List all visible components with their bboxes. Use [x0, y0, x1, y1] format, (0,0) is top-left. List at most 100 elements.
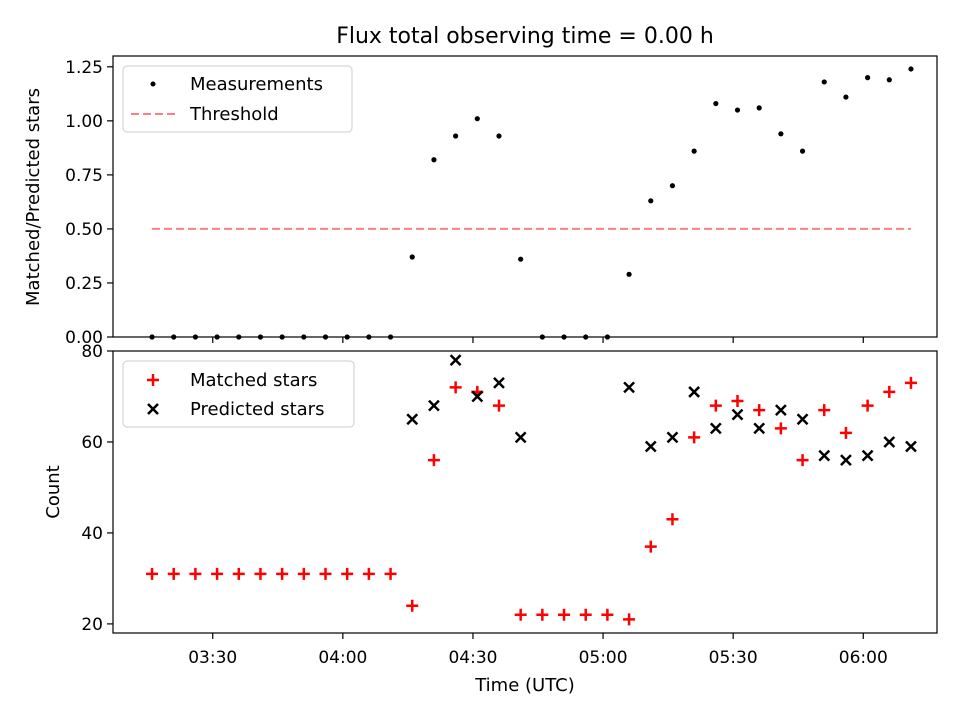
- legend-predicted-label: Predicted stars: [190, 399, 324, 420]
- x-tick-label: 04:30: [448, 648, 497, 668]
- matched-star-point: [167, 567, 180, 580]
- matched-star-point: [406, 599, 419, 612]
- predicted-star-point: [883, 436, 896, 448]
- measurement-point: [713, 100, 719, 107]
- matched-star-point: [297, 567, 310, 580]
- y-tick-label: 20: [81, 615, 103, 635]
- matched-star-point: [319, 567, 332, 580]
- measurement-point: [821, 79, 827, 85]
- ratio-plot-axes: 0.00 0.25 0.50 0.75 1.00 1.25: [65, 58, 864, 348]
- matched-star-point: [514, 608, 527, 621]
- measurement-point: [843, 94, 849, 100]
- measurement-point: [474, 116, 480, 122]
- measurement-point: [886, 77, 892, 83]
- matched-star-point: [753, 404, 766, 417]
- y-tick-label: 0.75: [65, 166, 103, 186]
- predicted-star-point: [493, 376, 505, 389]
- measurement-point: [626, 271, 632, 277]
- count-plot-frame: [112, 350, 938, 634]
- matched-star-point: [883, 385, 896, 398]
- matched-star-point: [644, 540, 657, 553]
- legend-matched-marker: [147, 374, 159, 386]
- matched-star-point: [492, 399, 505, 412]
- predicted-star-point: [731, 408, 744, 421]
- matched-star-point: [839, 426, 852, 439]
- predicted-star-point: [796, 413, 809, 426]
- predicted-star-point: [688, 386, 701, 398]
- count-plot-marks: [146, 354, 917, 626]
- matched-star-point: [254, 567, 267, 580]
- x-tick-label: 03:30: [188, 648, 237, 668]
- predicted-star-point: [644, 440, 657, 453]
- x-tick-label: 06:00: [839, 648, 888, 668]
- measurement-point: [518, 256, 524, 262]
- predicted-star-point: [666, 431, 679, 444]
- legend-matched-label: Matched stars: [190, 370, 317, 391]
- matched-star-point: [861, 399, 874, 412]
- matched-star-point: [232, 567, 245, 580]
- count-plot-xlabel: Time (UTC): [474, 675, 575, 696]
- matched-star-point: [384, 567, 397, 580]
- matched-star-point: [774, 422, 787, 435]
- matched-star-point: [818, 404, 831, 417]
- matched-star-point: [688, 431, 701, 444]
- predicted-star-point: [709, 422, 722, 435]
- x-tick-label: 05:30: [709, 648, 758, 668]
- count-plot-legend: Matched stars Predicted stars: [122, 360, 355, 428]
- legend-measurements-marker: [150, 81, 156, 87]
- predicted-star-point: [449, 354, 462, 366]
- count-plot-ylabel: Count: [43, 465, 64, 518]
- count-plot-axes: 20 40 60 80 03:30 04:00 04:30 05:00 05:30 06:00: [81, 342, 887, 668]
- measurement-point: [453, 133, 459, 139]
- measurement-point: [865, 75, 871, 81]
- legend-box: [122, 65, 353, 133]
- ratio-plot-ylabel: Matched/Predicted stars: [23, 88, 44, 306]
- matched-star-point: [601, 608, 614, 621]
- measurement-point: [648, 198, 654, 204]
- y-tick-label: 1.00: [65, 112, 103, 132]
- matched-star-point: [558, 608, 571, 621]
- figure-title: Flux total observing time = 0.00 h: [336, 24, 714, 49]
- matched-star-point: [449, 381, 462, 394]
- y-tick-label: 0.00: [65, 328, 103, 348]
- predicted-star-point: [861, 449, 874, 462]
- measurement-point: [756, 105, 762, 111]
- legend-measurements-label: Measurements: [190, 74, 323, 95]
- ratio-plot-frame: [112, 55, 938, 338]
- measurement-point: [409, 254, 415, 260]
- x-tick-label: 05:00: [579, 648, 628, 668]
- matched-star-point: [362, 567, 375, 580]
- predicted-star-point: [840, 454, 852, 467]
- matched-star-point: [731, 395, 744, 408]
- predicted-star-point: [905, 440, 917, 453]
- matched-star-point: [341, 567, 354, 580]
- matched-star-point: [276, 567, 289, 580]
- count-plot: 20 40 60 80 03:30 04:00 04:30 05:00 05:30 06:00 C…: [43, 342, 938, 696]
- predicted-star-point: [428, 399, 440, 412]
- matched-star-point: [189, 567, 202, 580]
- y-tick-label: 0.25: [65, 274, 103, 294]
- predicted-star-point: [753, 422, 766, 435]
- y-tick-label: 40: [81, 524, 103, 544]
- legend-box: [122, 360, 355, 428]
- measurement-point: [431, 157, 437, 163]
- measurement-point: [734, 107, 741, 113]
- matched-star-point: [536, 608, 549, 621]
- predicted-star-point: [406, 413, 419, 426]
- predicted-star-point: [818, 449, 831, 462]
- predicted-star-point: [471, 390, 484, 403]
- measurement-point: [799, 148, 806, 154]
- matched-star-point: [666, 513, 679, 526]
- matched-star-point: [146, 567, 159, 580]
- legend-threshold-label: Threshold: [189, 104, 279, 125]
- predicted-star-point: [514, 431, 527, 444]
- predicted-star-point: [623, 381, 635, 394]
- measurement-point: [496, 133, 502, 139]
- measurement-point: [778, 131, 784, 137]
- matched-star-point: [709, 399, 722, 412]
- matched-star-point: [427, 454, 440, 467]
- matched-star-point: [623, 613, 636, 626]
- measurement-point: [908, 66, 914, 72]
- matched-star-point: [579, 608, 592, 621]
